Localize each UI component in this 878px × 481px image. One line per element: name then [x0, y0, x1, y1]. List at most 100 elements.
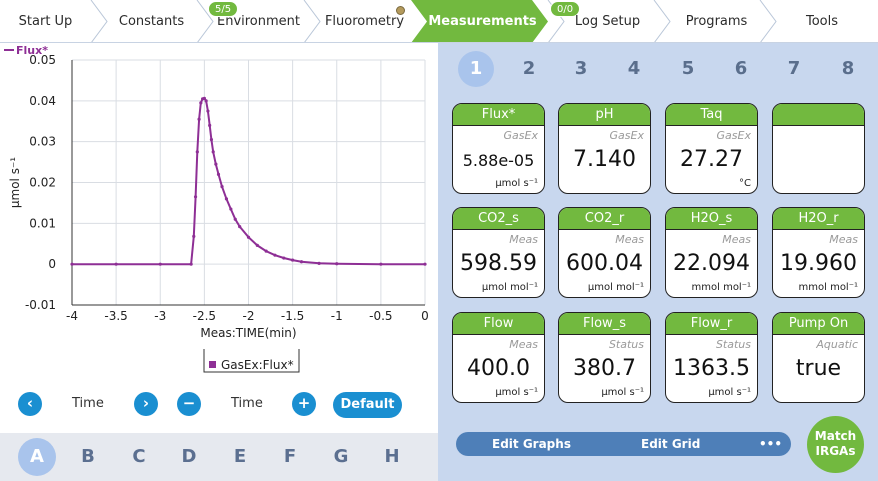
- tile-source: Meas: [509, 338, 538, 351]
- data-point: [233, 217, 237, 221]
- default-button[interactable]: Default: [333, 392, 402, 418]
- value-tile[interactable]: CO2_r Meas 600.04 µmol mol⁻¹: [558, 207, 651, 298]
- legend-label: GasEx:Flux*: [221, 358, 294, 372]
- tile-title: [773, 104, 864, 126]
- data-point: [216, 172, 221, 176]
- series-line-flux: [72, 97, 425, 266]
- graph-page-tab-a[interactable]: A: [18, 438, 56, 476]
- graph-page-tab-e[interactable]: E: [233, 446, 247, 467]
- tab-log-setup[interactable]: Log Setup: [574, 14, 641, 29]
- match-irgas-label-line1: Match: [814, 429, 857, 443]
- data-point: [229, 207, 233, 211]
- value-tile[interactable]: Pump On Aquatic true: [772, 312, 865, 403]
- tile-title: Taq: [666, 104, 757, 126]
- data-point: [208, 123, 212, 127]
- grid-page-tab-5[interactable]: 5: [681, 58, 695, 79]
- graph-page-tab-h[interactable]: H: [384, 446, 400, 467]
- grid-page-tab-8[interactable]: 8: [841, 58, 855, 79]
- tile-unit: µmol s⁻¹: [495, 178, 538, 189]
- value-tile[interactable]: H2O_s Meas 22.094 mmol mol⁻¹: [665, 207, 758, 298]
- edit-grid-button[interactable]: Edit Grid: [641, 437, 701, 451]
- grid-pane: 1 2 3 4 5 6 7 8 Flux* GasEx 5.88e-05 µmol s…: [438, 43, 878, 481]
- data-point: [220, 184, 224, 189]
- action-bar: Edit Graphs Edit Grid •••: [456, 432, 791, 456]
- tile-source: Meas: [829, 233, 858, 246]
- grid-page-tab-6[interactable]: 6: [734, 58, 748, 79]
- tab-tools[interactable]: Tools: [805, 14, 839, 29]
- tab-fluorometry[interactable]: Fluorometry: [324, 14, 405, 29]
- graph-page-tab-g[interactable]: G: [333, 446, 349, 467]
- grid-page-tab-4[interactable]: 4: [627, 58, 641, 79]
- data-point: [211, 150, 215, 154]
- tile-title: Pump On: [773, 313, 864, 335]
- tile-unit: µmol mol⁻¹: [481, 282, 538, 293]
- graph-page-tab-f[interactable]: F: [283, 446, 297, 467]
- data-point: [246, 235, 251, 239]
- tile-title: Flow: [453, 313, 544, 335]
- grid-page-tab-2[interactable]: 2: [522, 58, 536, 79]
- legend-swatch-icon: [209, 361, 216, 368]
- tile-value: 27.27: [680, 147, 743, 172]
- tab-start-up[interactable]: Start Up: [18, 14, 73, 29]
- tab-environment[interactable]: Environment: [216, 14, 300, 29]
- y-tick-label: 0: [48, 257, 56, 271]
- match-irgas-button[interactable]: Match IRGAs: [807, 416, 864, 473]
- value-tile[interactable]: [772, 103, 865, 194]
- prev-chevron-icon[interactable]: ‹: [18, 392, 42, 416]
- tab-measurements[interactable]: Measurements: [428, 14, 537, 29]
- data-point: [264, 249, 268, 253]
- data-point: [158, 262, 162, 266]
- tile-unit: °C: [739, 178, 751, 189]
- flux-chart: -4 -3.5 -3 -2.5 -2 -1.5 -1 -0.5 0 0.05 0.04 0.03 0.0…: [4, 44, 429, 373]
- tile-value: 600.04: [566, 251, 643, 276]
- grid-page-tab-7[interactable]: 7: [787, 58, 801, 79]
- more-options-icon[interactable]: •••: [759, 437, 783, 451]
- top-navigation: Start Up Constants Environment 5/5 Fluor…: [0, 0, 878, 43]
- tile-source: Meas: [509, 233, 538, 246]
- tile-value: 400.0: [467, 356, 530, 381]
- grid-page-tab-1[interactable]: 1: [458, 51, 494, 87]
- data-point: [317, 261, 321, 265]
- x-tick-label: -2.5: [193, 309, 216, 323]
- graph-page-tab-c[interactable]: C: [132, 446, 146, 467]
- tile-source: Meas: [722, 233, 751, 246]
- tile-title: H2O_s: [666, 208, 757, 230]
- graph-page-tab-d[interactable]: D: [181, 446, 197, 467]
- tile-source: GasEx: [609, 129, 644, 142]
- tab-constants[interactable]: Constants: [118, 14, 185, 29]
- legend-box: [203, 349, 300, 373]
- data-point: [273, 253, 277, 257]
- y-axis-label: µmol s⁻¹: [8, 157, 22, 208]
- value-tile[interactable]: Flux* GasEx 5.88e-05 µmol s⁻¹: [452, 103, 545, 194]
- value-tile[interactable]: H2O_r Meas 19.960 mmol mol⁻¹: [772, 207, 865, 298]
- graph-page-tab-b[interactable]: B: [81, 446, 95, 467]
- x-axis-label-left: Time: [72, 396, 104, 411]
- value-tile[interactable]: Taq GasEx 27.27 °C: [665, 103, 758, 194]
- data-point: [192, 234, 196, 238]
- value-tile[interactable]: Flow_r Status 1363.5 µmol s⁻¹: [665, 312, 758, 403]
- data-point: [204, 99, 208, 103]
- x-tick-label: 0: [421, 309, 429, 323]
- value-tile[interactable]: CO2_s Meas 598.59 µmol mol⁻¹: [452, 207, 545, 298]
- match-irgas-label-line2: IRGAs: [815, 444, 856, 458]
- tile-unit: µmol mol⁻¹: [587, 282, 644, 293]
- value-tile[interactable]: Flow Meas 400.0 µmol s⁻¹: [452, 312, 545, 403]
- data-point: [114, 262, 118, 266]
- data-point: [224, 197, 229, 201]
- next-chevron-icon[interactable]: ›: [134, 392, 158, 416]
- tab-programs[interactable]: Programs: [685, 14, 748, 29]
- y-tick-label: 0.01: [29, 216, 56, 230]
- grid-page-tab-3[interactable]: 3: [574, 58, 588, 79]
- data-point: [214, 162, 218, 166]
- tile-value: 598.59: [460, 251, 537, 276]
- edit-graphs-button[interactable]: Edit Graphs: [492, 437, 571, 451]
- zoom-out-minus-icon[interactable]: −: [177, 392, 201, 416]
- data-point: [379, 262, 383, 266]
- value-tile[interactable]: Flow_s Status 380.7 µmol s⁻¹: [558, 312, 651, 403]
- x-axis-label: Meas:TIME(min): [200, 326, 296, 340]
- tile-title: pH: [559, 104, 650, 126]
- zoom-in-plus-icon[interactable]: +: [292, 392, 316, 416]
- x-tick-label: -1: [331, 309, 343, 323]
- value-tile[interactable]: pH GasEx 7.140: [558, 103, 651, 194]
- y-tick-label: 0.03: [29, 135, 56, 149]
